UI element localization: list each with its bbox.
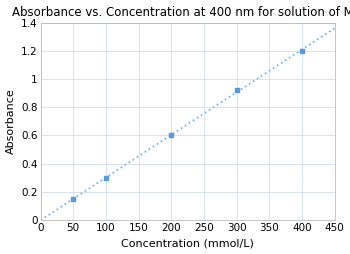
Point [70, 197, 76, 201]
Point [103, 176, 108, 180]
Point [234, 88, 239, 92]
Y-axis label: Absorbance: Absorbance [6, 88, 15, 154]
Title: Absorbance vs. Concentration at 400 nm for solution of M+: Absorbance vs. Concentration at 400 nm f… [12, 6, 350, 19]
X-axis label: Concentration (mmol/L): Concentration (mmol/L) [121, 239, 254, 248]
Point [299, 49, 305, 53]
Point [168, 133, 174, 137]
